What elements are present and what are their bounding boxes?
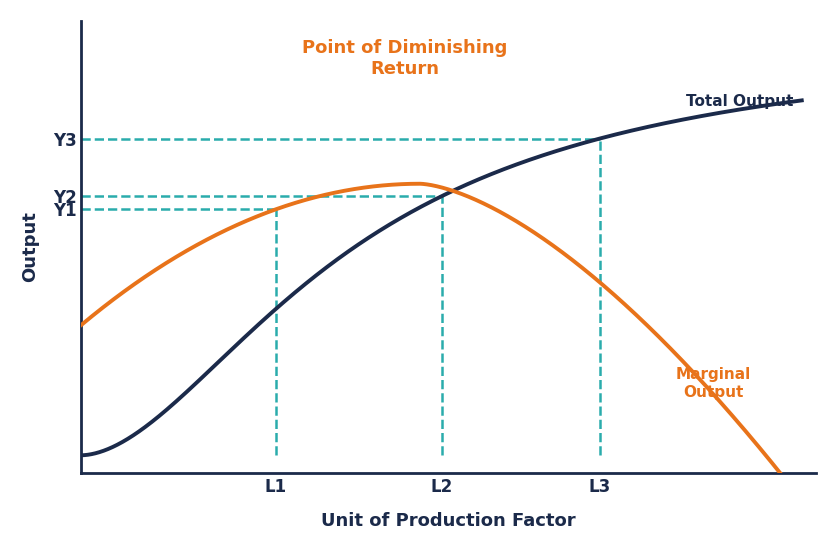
X-axis label: Unit of Production Factor: Unit of Production Factor xyxy=(321,512,575,530)
Text: Point of Diminishing
Return: Point of Diminishing Return xyxy=(302,39,507,78)
Text: Total Output: Total Output xyxy=(686,94,793,109)
Text: Marginal
Output: Marginal Output xyxy=(675,368,750,400)
Y-axis label: Output: Output xyxy=(21,211,38,282)
